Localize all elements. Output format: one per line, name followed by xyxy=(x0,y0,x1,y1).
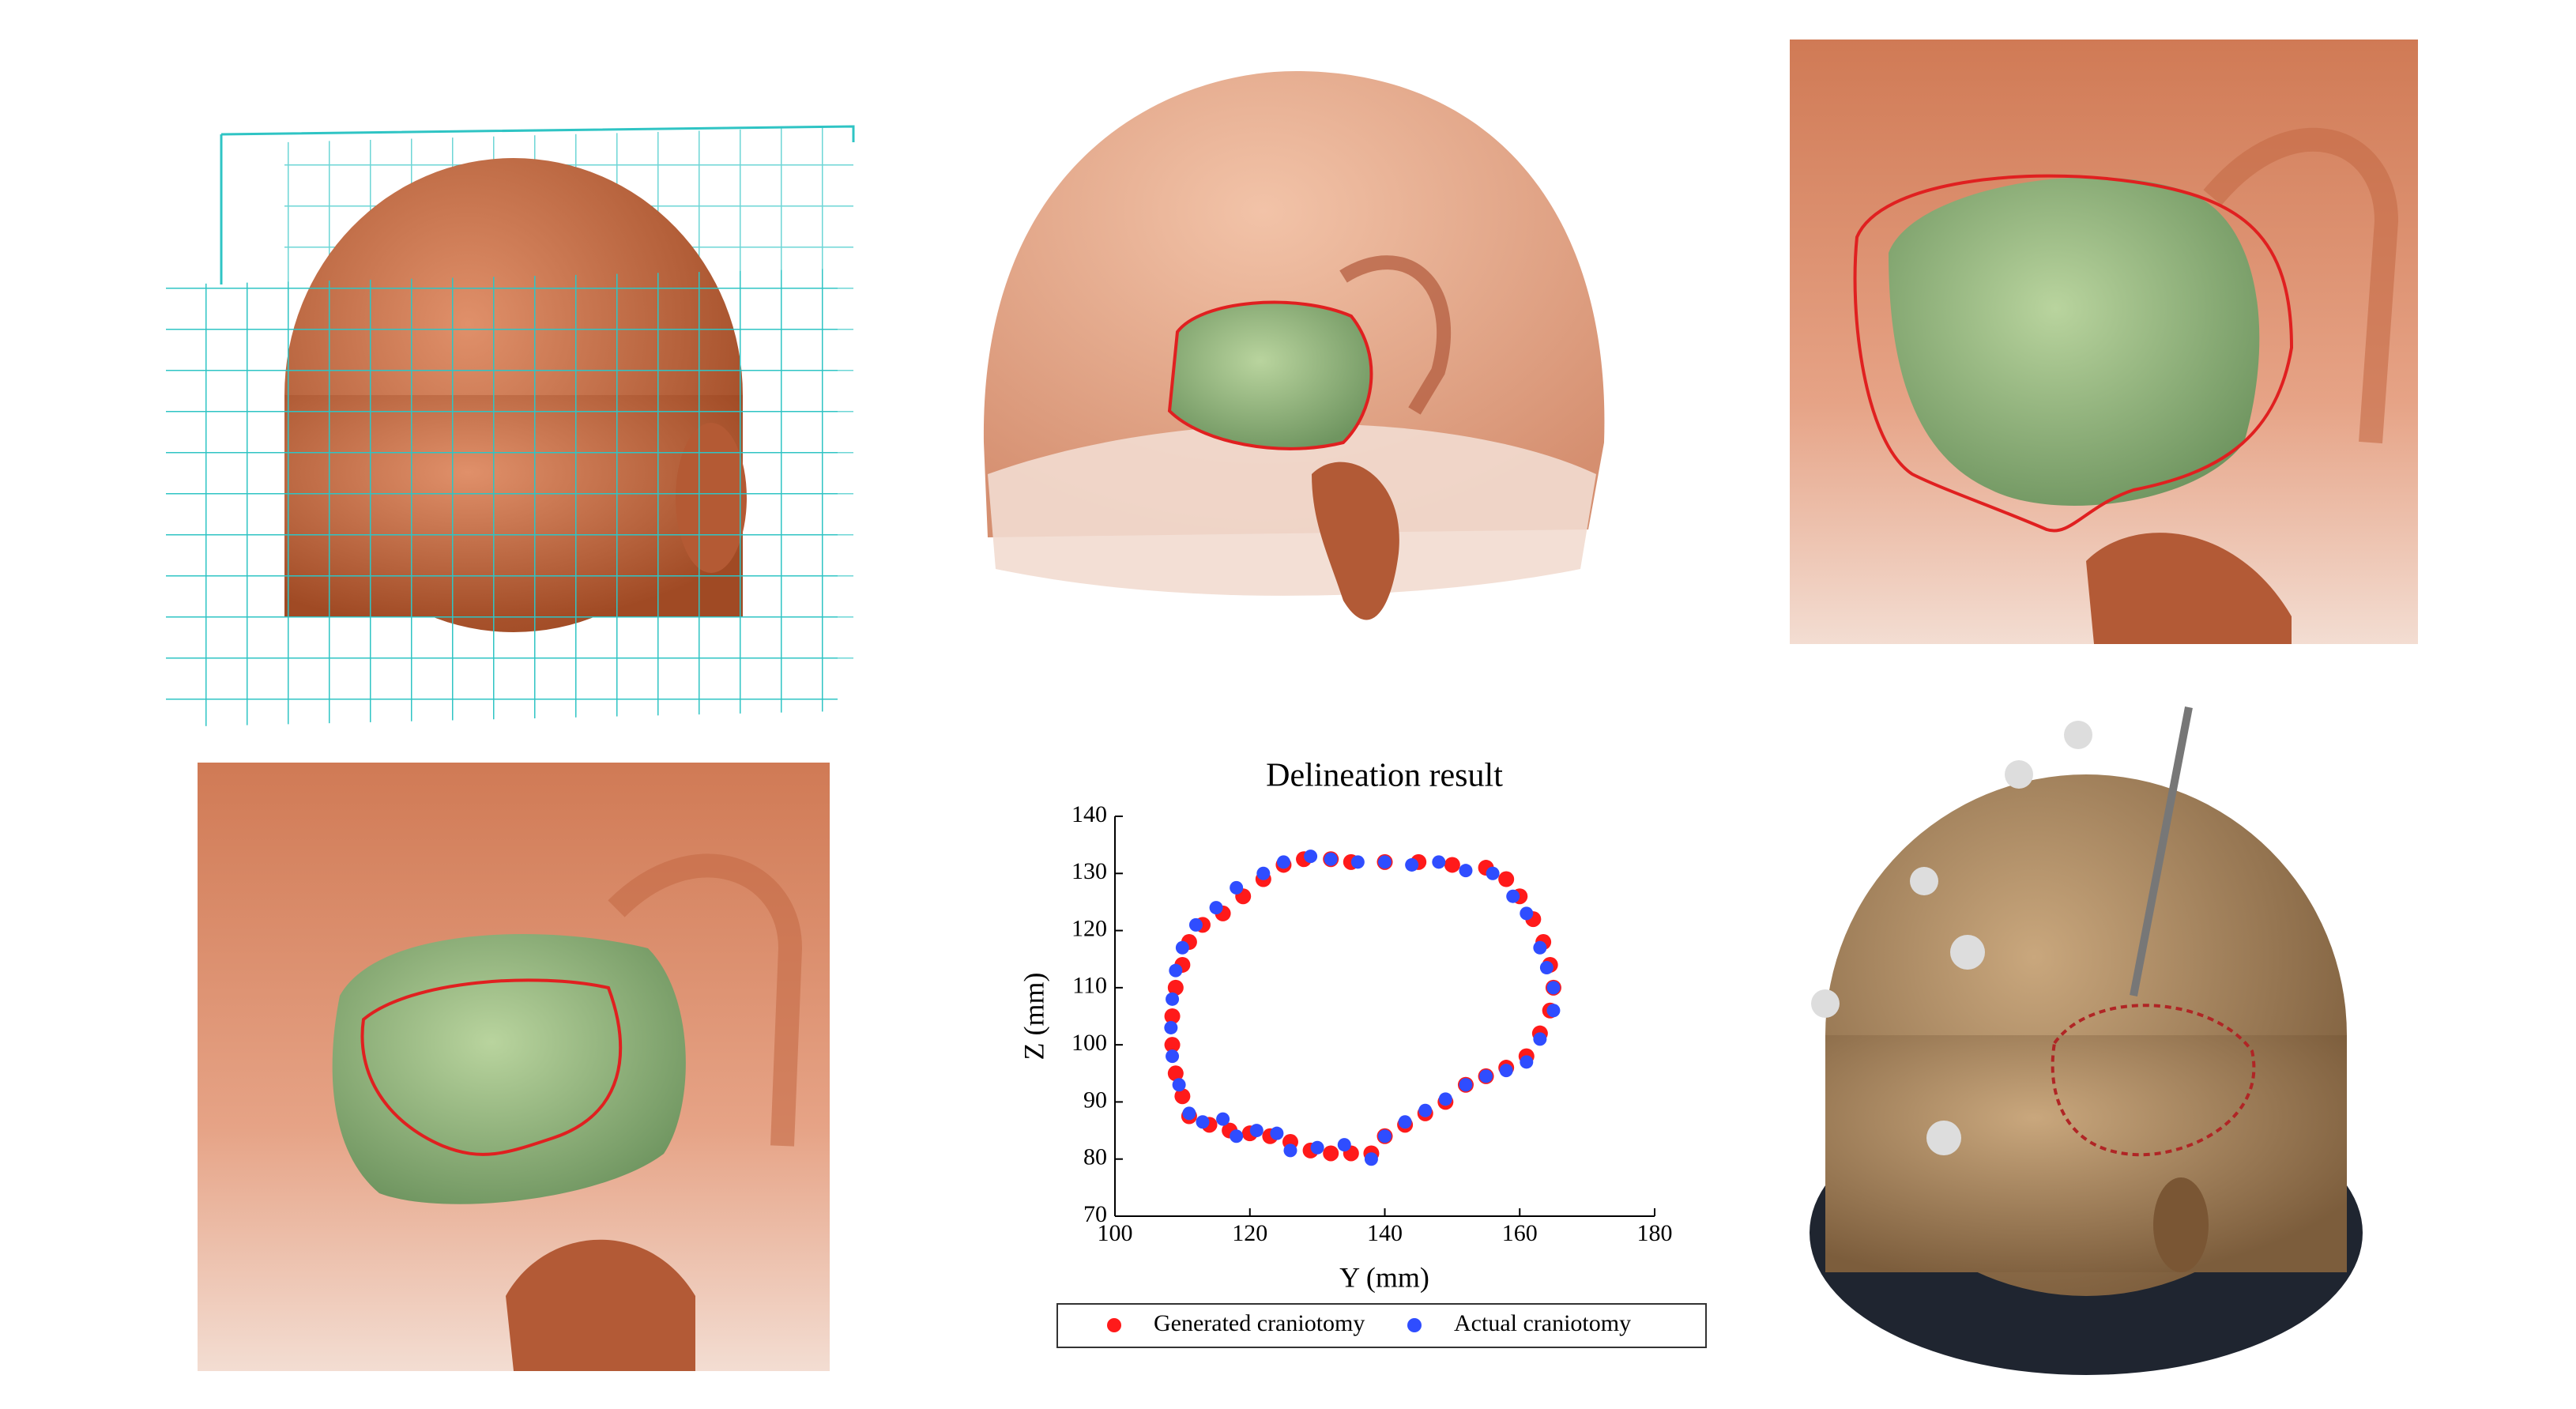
scatter-point xyxy=(1486,866,1500,880)
scatter-point xyxy=(1506,889,1520,903)
scatter-point xyxy=(1304,850,1318,864)
skull-panel xyxy=(983,71,1605,620)
y-tick-label: 80 xyxy=(1083,1144,1107,1170)
scatter-point xyxy=(1337,1138,1351,1152)
scatter-point xyxy=(1378,855,1392,869)
scatter-point xyxy=(1520,1055,1534,1069)
scatter-point xyxy=(1283,1143,1297,1158)
scatter-point xyxy=(1164,1020,1178,1034)
legend-marker xyxy=(1107,1318,1121,1332)
x-tick-label: 180 xyxy=(1637,1220,1673,1246)
x-tick-label: 120 xyxy=(1232,1220,1267,1246)
scatter-point xyxy=(1230,880,1244,895)
x-tick-label: 140 xyxy=(1367,1220,1403,1246)
scatter-point xyxy=(1172,1078,1186,1092)
y-tick-label: 70 xyxy=(1083,1201,1107,1227)
x-axis-label: Y (mm) xyxy=(1339,1261,1429,1293)
scatter-point xyxy=(1546,1004,1561,1018)
scatter-point xyxy=(1310,1140,1324,1155)
scatter-point xyxy=(1216,1112,1230,1126)
scatter-point xyxy=(1323,1145,1339,1162)
scatter-point xyxy=(1249,1124,1264,1138)
scatter-point xyxy=(1499,1064,1513,1078)
scatter-point xyxy=(1364,1152,1378,1166)
scatter-point xyxy=(1166,992,1180,1006)
scatter-point xyxy=(1276,855,1290,869)
scatter-point xyxy=(1174,1088,1191,1105)
scatter-point xyxy=(1324,852,1338,866)
x-tick-label: 100 xyxy=(1098,1220,1133,1246)
scatter-point xyxy=(1405,857,1419,872)
scatter-point xyxy=(1256,866,1271,880)
scatter-point xyxy=(1169,963,1183,978)
scatter-point xyxy=(1444,857,1460,873)
y-tick-label: 90 xyxy=(1083,1087,1107,1113)
y-tick-label: 120 xyxy=(1071,915,1107,941)
scatter-point xyxy=(1418,1103,1433,1117)
y-tick-label: 130 xyxy=(1071,858,1107,884)
scatter-point xyxy=(1438,1092,1452,1106)
chart-title: Delineation result xyxy=(1266,758,1503,794)
chart: Delineation result Y (mm) Z (mm) 100 120 1… xyxy=(1018,758,1707,1348)
scatter-point xyxy=(1398,1115,1412,1129)
scatter-point xyxy=(1459,1078,1473,1092)
scatter-point xyxy=(1164,1008,1181,1024)
scatter-point xyxy=(1432,855,1446,869)
scatter-point xyxy=(1270,1126,1284,1140)
scatter-point xyxy=(1182,1106,1196,1121)
scatter-point xyxy=(1175,940,1189,955)
legend-label: Actual craniotomy xyxy=(1454,1310,1631,1336)
scatter-point xyxy=(1164,1037,1181,1053)
y-tick-label: 100 xyxy=(1071,1030,1107,1056)
scatter-point xyxy=(1520,906,1534,921)
scatter-point xyxy=(1533,940,1547,955)
scatter-point xyxy=(1167,1065,1184,1082)
scatter-point xyxy=(1533,1032,1547,1046)
scatter-point xyxy=(1196,1115,1210,1129)
scatter-point xyxy=(1498,871,1515,887)
phantom-photo xyxy=(1810,706,2363,1375)
scatter-point xyxy=(1230,1129,1244,1143)
scatter-point xyxy=(1188,917,1203,932)
scatter-point xyxy=(1546,981,1561,995)
scatter-point xyxy=(1539,961,1554,975)
scatter-point xyxy=(1350,855,1365,869)
legend-marker xyxy=(1407,1318,1422,1332)
x-tick-label: 160 xyxy=(1502,1220,1538,1246)
y-tick-label: 110 xyxy=(1072,973,1107,999)
scatter-point xyxy=(1459,864,1473,878)
legend-label: Generated craniotomy xyxy=(1154,1310,1365,1336)
grid-head-panel xyxy=(166,125,855,727)
legend xyxy=(1056,1303,1707,1348)
zoom-panel-2 xyxy=(198,763,830,1371)
y-tick-label: 140 xyxy=(1071,801,1107,827)
scatter-point xyxy=(1378,1129,1392,1143)
scatter-point xyxy=(1167,979,1184,996)
scatter-point xyxy=(1479,1069,1493,1083)
zoom-panel-1 xyxy=(1790,40,2418,644)
y-axis-label: Z (mm) xyxy=(1018,973,1049,1061)
scatter-point xyxy=(1209,901,1223,915)
scatter-point xyxy=(1166,1049,1180,1064)
